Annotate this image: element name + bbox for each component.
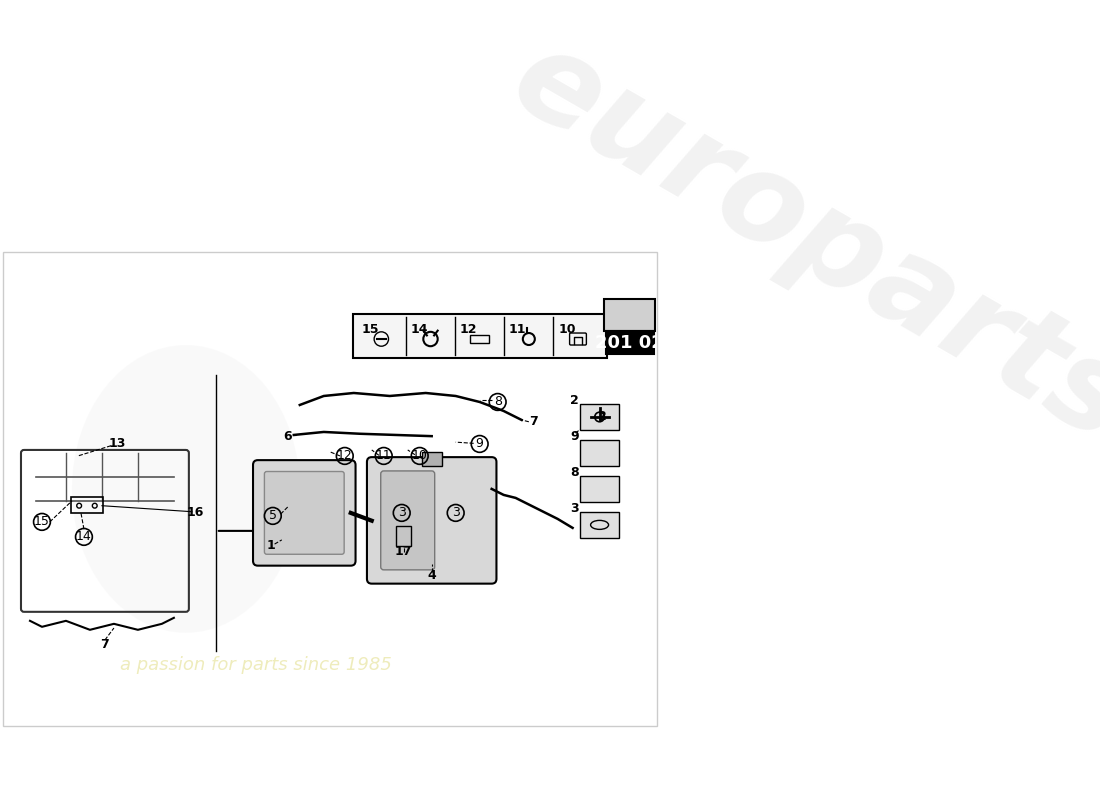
Text: 14: 14 [410,323,428,336]
Text: 3: 3 [398,506,406,519]
Text: 3: 3 [570,502,579,514]
Text: 2: 2 [598,410,607,423]
Text: 3: 3 [452,506,460,519]
FancyBboxPatch shape [381,471,434,570]
Text: 10: 10 [558,323,575,336]
Text: 9: 9 [475,438,484,450]
Text: 201 02: 201 02 [595,334,664,352]
Text: 13: 13 [108,438,125,450]
Text: 12: 12 [337,450,353,462]
Text: 17: 17 [395,546,412,558]
Text: a passion for parts since 1985: a passion for parts since 1985 [120,656,392,674]
Text: 11: 11 [509,323,527,336]
FancyBboxPatch shape [581,476,619,502]
Text: 1: 1 [266,539,275,552]
Text: 8: 8 [570,466,579,478]
Text: 7: 7 [100,638,109,651]
Text: 6: 6 [284,430,293,442]
Ellipse shape [72,345,300,633]
FancyBboxPatch shape [367,457,496,584]
FancyBboxPatch shape [264,471,344,554]
FancyBboxPatch shape [421,452,442,466]
Text: 15: 15 [34,515,50,528]
Text: 11: 11 [376,450,392,462]
Text: 7: 7 [529,415,538,428]
Text: 2: 2 [570,394,579,406]
FancyBboxPatch shape [581,512,619,538]
Text: 4: 4 [427,570,436,582]
FancyBboxPatch shape [581,440,619,466]
Text: 16: 16 [186,506,204,519]
Text: 5: 5 [268,510,277,522]
FancyBboxPatch shape [606,331,653,354]
FancyBboxPatch shape [353,314,607,358]
Text: europarts: europarts [492,17,1100,467]
Text: 14: 14 [76,530,91,543]
FancyBboxPatch shape [253,460,355,566]
Text: 10: 10 [411,450,428,462]
FancyBboxPatch shape [581,404,619,430]
Text: 9: 9 [570,430,579,442]
Text: 15: 15 [362,323,380,336]
Text: 12: 12 [460,323,477,336]
FancyBboxPatch shape [604,299,654,331]
Text: 8: 8 [494,395,502,409]
